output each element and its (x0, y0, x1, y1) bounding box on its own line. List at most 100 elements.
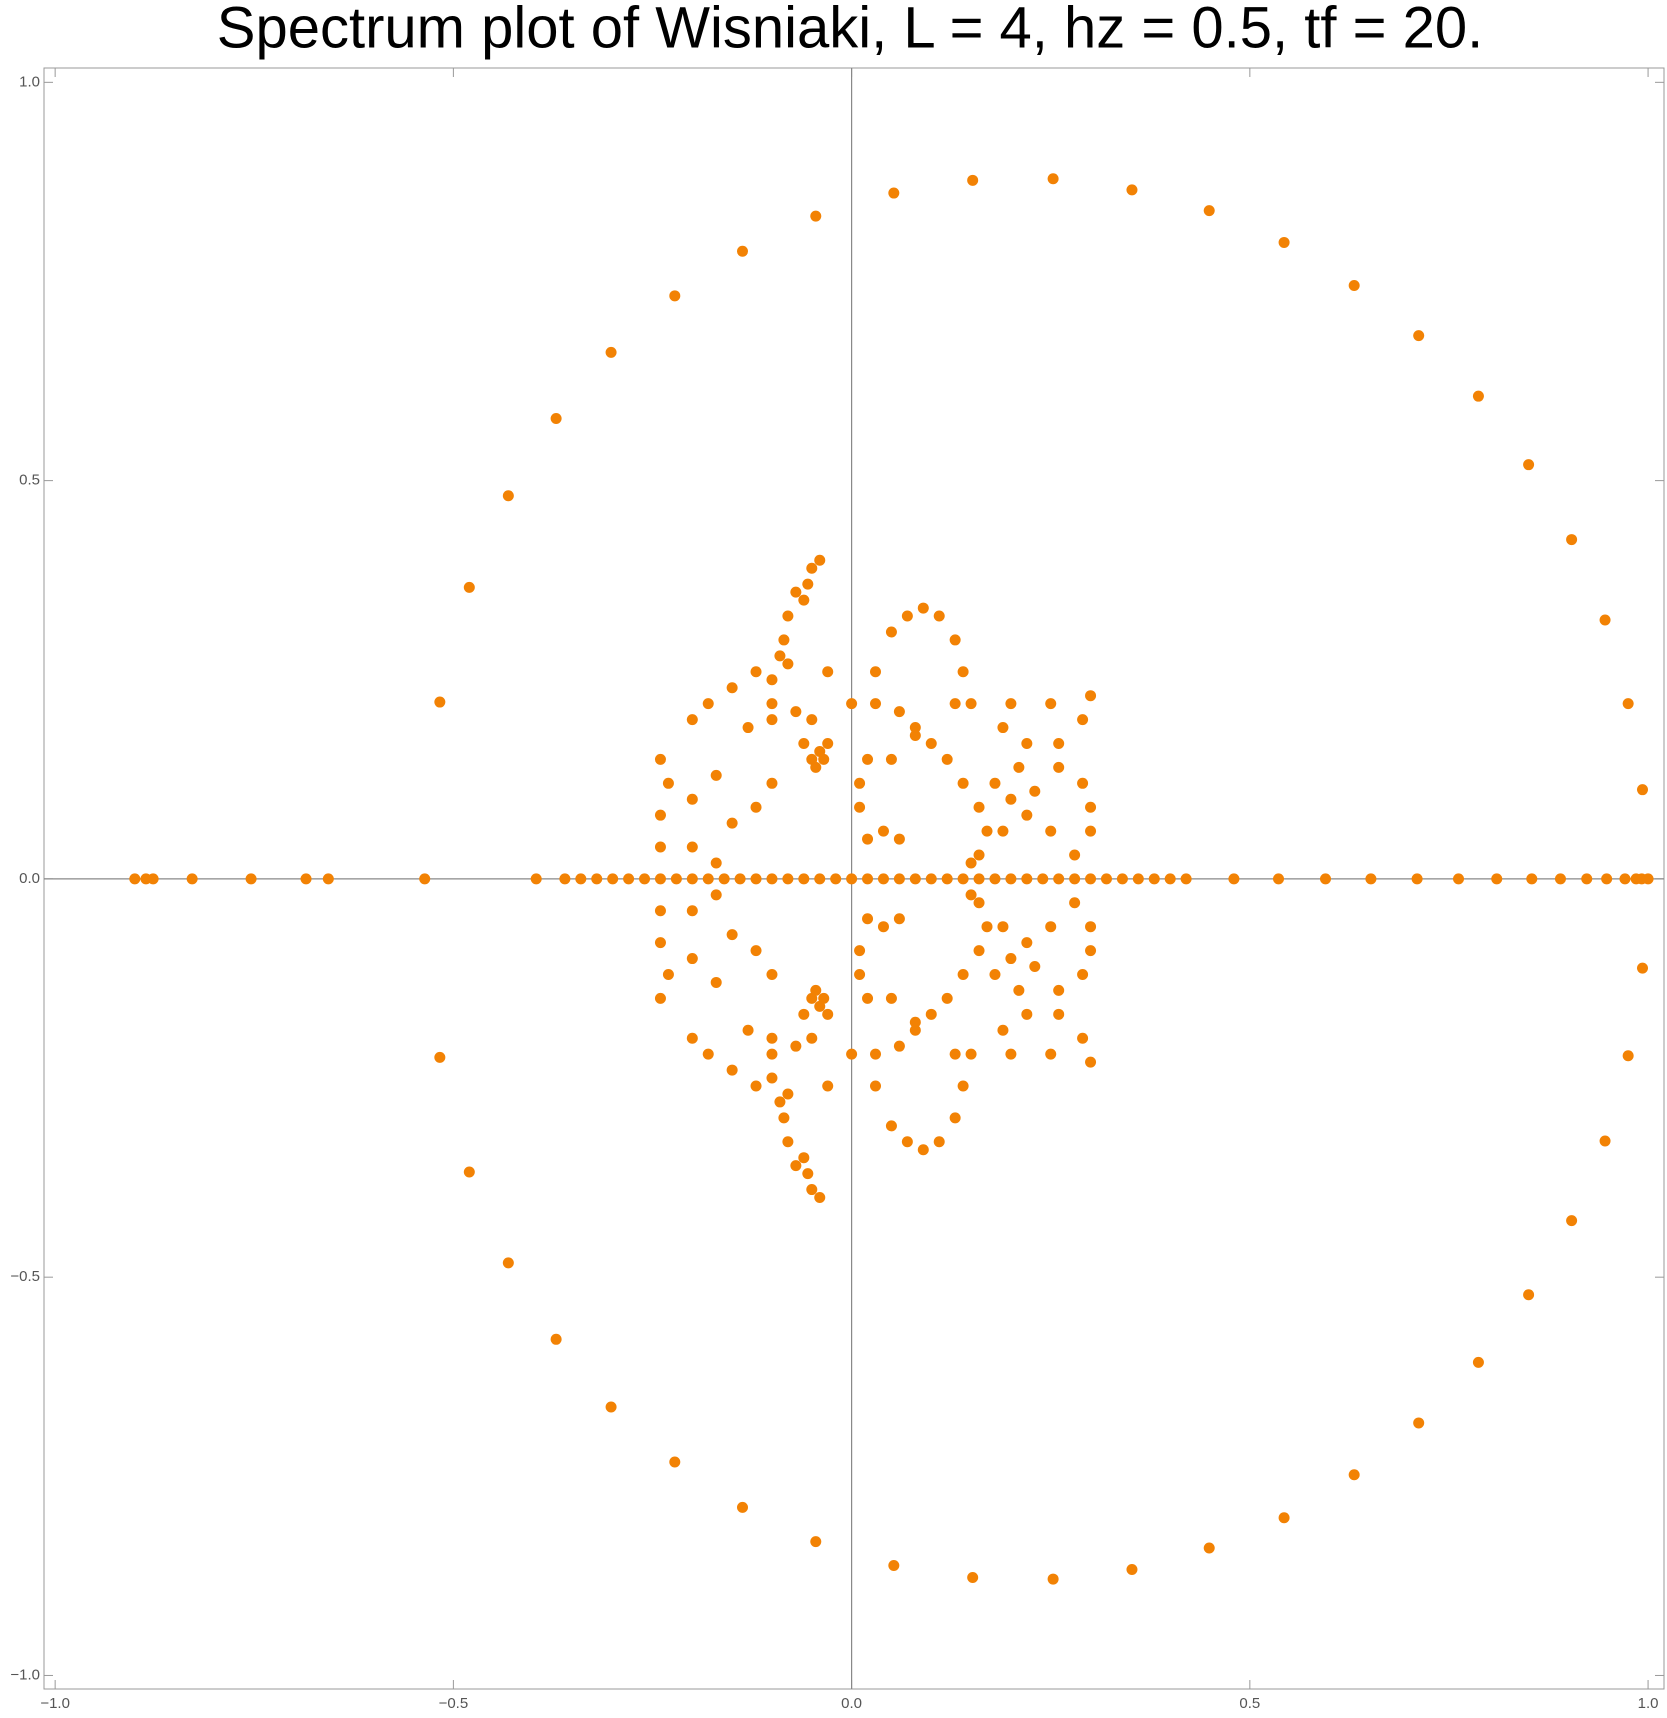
point (550, 412, 562, 424)
point (810, 1536, 822, 1548)
point (750, 945, 762, 957)
point (1013, 761, 1025, 773)
point (909, 1016, 921, 1028)
point (888, 187, 900, 199)
point (810, 761, 822, 773)
point (806, 1184, 818, 1196)
point (957, 1080, 969, 1092)
point (766, 1048, 778, 1060)
point (654, 873, 666, 885)
point (1203, 205, 1215, 217)
point (909, 730, 921, 742)
point (1085, 921, 1097, 933)
point (957, 968, 969, 980)
point (718, 873, 730, 885)
point (814, 873, 826, 885)
point (607, 873, 619, 885)
point (686, 873, 698, 885)
point (434, 1051, 446, 1063)
point (766, 714, 778, 726)
point (736, 1501, 748, 1513)
point (623, 873, 635, 885)
point (814, 554, 826, 566)
point (1554, 873, 1566, 885)
point (870, 698, 882, 710)
point (782, 658, 794, 670)
point (1203, 1542, 1215, 1554)
x-tick-label: 0.5 (1239, 1695, 1260, 1712)
point (1053, 873, 1065, 885)
point (901, 1136, 913, 1148)
point (1005, 698, 1017, 710)
point (686, 953, 698, 965)
x-tick-label: −1.0 (40, 1695, 70, 1712)
point (766, 1072, 778, 1084)
point (798, 1008, 810, 1020)
point (736, 245, 748, 257)
point (766, 698, 778, 710)
point (806, 714, 818, 726)
point (1126, 184, 1138, 196)
point (846, 873, 858, 885)
point (965, 889, 977, 901)
point (669, 290, 681, 302)
point (1005, 793, 1017, 805)
point (1491, 873, 1503, 885)
point (893, 873, 905, 885)
point (877, 873, 889, 885)
point (862, 873, 874, 885)
point (973, 897, 985, 909)
point (1005, 873, 1017, 885)
point (989, 777, 1001, 789)
point (1413, 1417, 1425, 1429)
point (893, 1040, 905, 1052)
x-tick-label: 0.0 (841, 1695, 862, 1712)
point (1348, 279, 1360, 291)
point (957, 777, 969, 789)
point (973, 801, 985, 813)
point (973, 945, 985, 957)
point (654, 992, 666, 1004)
point (989, 873, 1001, 885)
point (322, 873, 334, 885)
point (654, 937, 666, 949)
point (822, 1008, 834, 1020)
point (710, 889, 722, 901)
point (949, 1048, 961, 1060)
point (1278, 236, 1290, 248)
point (1085, 825, 1097, 837)
point (790, 706, 802, 718)
chart-title: Spectrum plot of Wisniaki, L = 4, hz = 0… (217, 0, 1483, 60)
point (1278, 1512, 1290, 1524)
point (559, 873, 571, 885)
point (830, 873, 842, 885)
point (1348, 1469, 1360, 1481)
point (1523, 1289, 1535, 1301)
point (419, 873, 431, 885)
point (965, 698, 977, 710)
point (1148, 873, 1160, 885)
point (605, 1401, 617, 1413)
point (1077, 968, 1089, 980)
point (726, 929, 738, 941)
point (806, 562, 818, 574)
point (901, 610, 913, 622)
point (778, 1112, 790, 1124)
point (798, 594, 810, 606)
point (1037, 873, 1049, 885)
point (1029, 785, 1041, 797)
point (917, 1144, 929, 1156)
point (1581, 873, 1593, 885)
point (1045, 921, 1057, 933)
point (1085, 945, 1097, 957)
y-tick-label: 0.0 (19, 870, 40, 887)
point (1021, 809, 1033, 821)
point (877, 921, 889, 933)
point (1566, 1215, 1578, 1227)
point (893, 706, 905, 718)
point (1077, 777, 1089, 789)
point (790, 1040, 802, 1052)
point (186, 873, 198, 885)
point (909, 873, 921, 885)
point (1413, 330, 1425, 342)
